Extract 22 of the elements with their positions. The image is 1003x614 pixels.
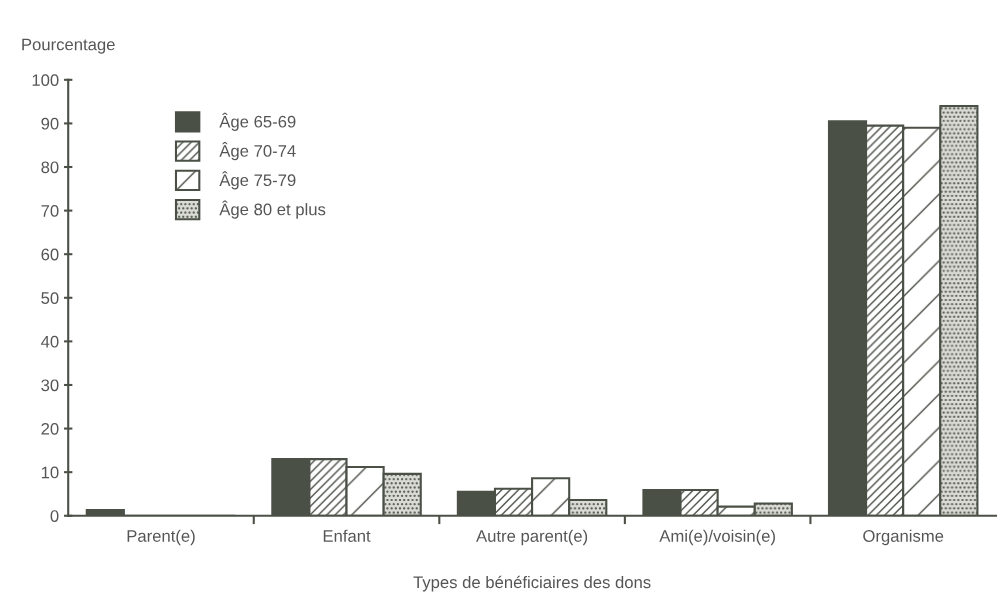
y-tick-label: 80: [41, 161, 59, 174]
legend-label: Âge 80 et plus: [219, 200, 326, 219]
legend-label: Âge 65-69: [219, 112, 296, 131]
x-axis-title: Types de bénéficiaires des dons: [413, 575, 651, 592]
y-tick-label: 100: [32, 74, 59, 87]
x-tick-label: Autre parent(e): [476, 529, 588, 546]
x-tick-label: Parent(e): [127, 529, 195, 546]
x-tick-label: Enfant: [323, 529, 371, 542]
y-tick-label: 90: [41, 117, 59, 130]
y-tick-label: 60: [41, 248, 59, 261]
y-axis-title: Pourcentage: [22, 38, 115, 54]
y-tick-label: 70: [41, 205, 59, 217]
y-tick-label: 40: [41, 335, 59, 348]
legend-label: Âge 75-79: [219, 171, 296, 190]
y-tick-label: 0: [50, 510, 59, 522]
y-tick-label: 30: [41, 379, 59, 392]
y-tick-label: 20: [41, 422, 59, 435]
y-tick-label: 50: [41, 292, 59, 304]
y-tick-label: 10: [41, 466, 59, 479]
x-tick-label: Organisme: [863, 529, 944, 546]
x-tick-label: Ami(e)/voisin(e): [659, 529, 775, 546]
legend-label: Âge 70-74: [219, 142, 296, 161]
